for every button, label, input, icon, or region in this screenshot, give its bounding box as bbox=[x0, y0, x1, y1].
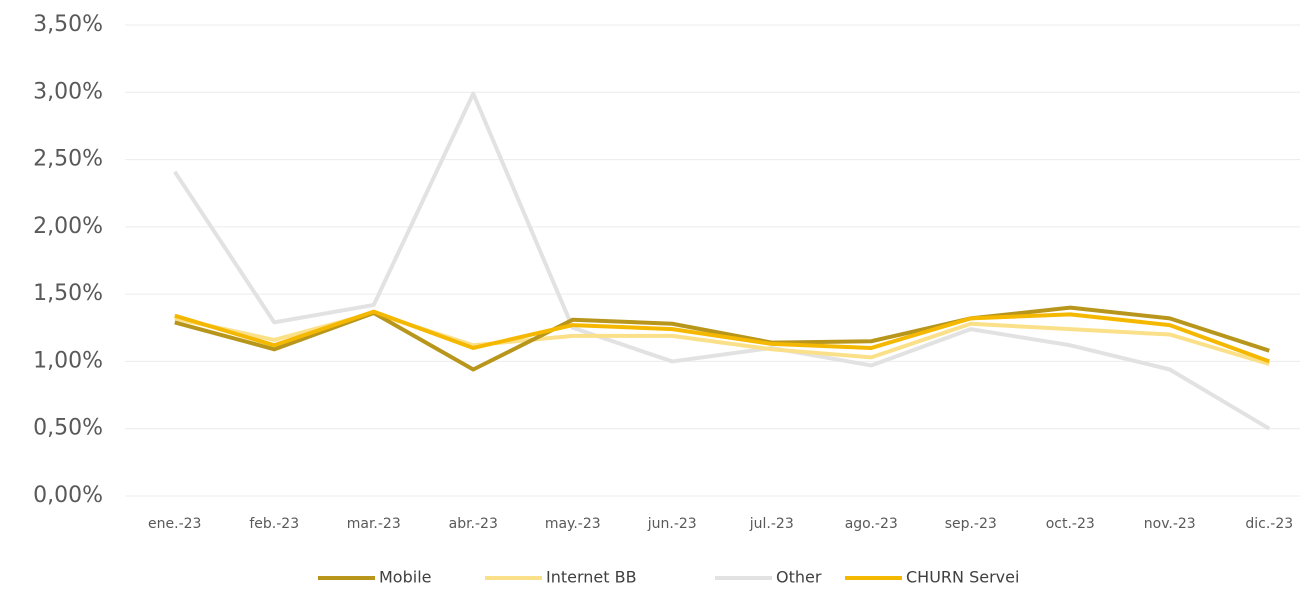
x-tick-label: ene.-23 bbox=[148, 516, 201, 532]
y-tick-label: 3,00% bbox=[33, 79, 103, 104]
y-tick-label: 2,00% bbox=[33, 214, 103, 239]
y-tick-label: 0,50% bbox=[33, 416, 103, 441]
x-tick-label: jul.-23 bbox=[749, 516, 794, 532]
y-tick-label: 1,50% bbox=[33, 281, 103, 306]
x-tick-label: dic.-23 bbox=[1245, 516, 1293, 532]
x-tick-label: oct.-23 bbox=[1046, 516, 1095, 532]
x-tick-label: feb.-23 bbox=[249, 516, 299, 532]
series-line bbox=[173, 91, 1271, 431]
y-tick-label: 3,50% bbox=[33, 12, 103, 37]
series-line bbox=[174, 309, 1270, 364]
x-tick-label: nov.-23 bbox=[1144, 516, 1196, 532]
x-tick-label: mar.-23 bbox=[347, 516, 401, 532]
legend-label: Other bbox=[776, 568, 822, 587]
x-tick-label: may.-23 bbox=[545, 516, 601, 532]
y-tick-label: 0,00% bbox=[33, 483, 103, 508]
x-tick-label: ago.-23 bbox=[845, 516, 898, 532]
x-tick-label: jun.-23 bbox=[647, 516, 697, 532]
legend-label: Internet BB bbox=[546, 568, 637, 587]
legend-label: CHURN Servei bbox=[906, 568, 1019, 587]
x-tick-label: abr.-23 bbox=[449, 516, 498, 532]
x-tick-label: sep.-23 bbox=[945, 516, 997, 532]
legend-label: Mobile bbox=[379, 568, 431, 587]
y-tick-label: 1,00% bbox=[33, 348, 103, 373]
y-tick-label: 2,50% bbox=[33, 147, 103, 172]
